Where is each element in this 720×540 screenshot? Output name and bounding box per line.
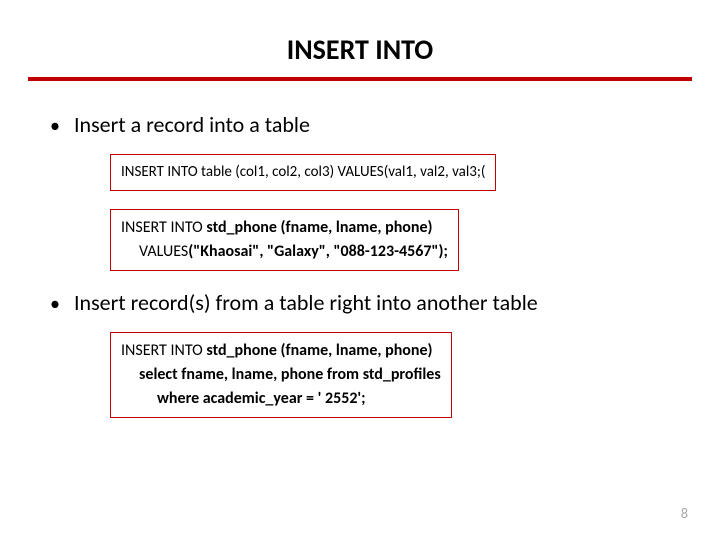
code-bold: std_phone (fname, lname, phone)	[206, 341, 432, 360]
code-text: INSERT INTO table (col1, col2, col3) VAL…	[121, 163, 485, 181]
bullet-item: • Insert a record into a table	[50, 111, 670, 138]
content-area: • Insert a record into a table INSERT IN…	[0, 81, 720, 418]
code-bold: std_phone (fname, lname, phone)	[206, 218, 432, 237]
code-keyword: INSERT INTO	[121, 341, 206, 360]
code-line: INSERT INTO std_phone (fname, lname, pho…	[121, 339, 441, 363]
code-line: where academic_year = ' 2552';	[121, 387, 441, 411]
code-keyword: VALUES	[139, 242, 188, 261]
code-keyword: INSERT INTO	[121, 218, 206, 237]
code-line: VALUES("Khaosai", "Galaxy", "088-123-456…	[121, 240, 448, 264]
bullet-text: Insert a record into a table	[74, 111, 310, 138]
page-number: 8	[681, 505, 688, 522]
bullet-text: Insert record(s) from a table right into…	[74, 289, 538, 316]
code-box-example-select: INSERT INTO std_phone (fname, lname, pho…	[110, 332, 452, 418]
code-line: select fname, lname, phone from std_prof…	[121, 363, 441, 387]
code-box-syntax: INSERT INTO table (col1, col2, col3) VAL…	[110, 154, 496, 191]
code-line: INSERT INTO std_phone (fname, lname, pho…	[121, 216, 448, 240]
code-box-example-insert: INSERT INTO std_phone (fname, lname, pho…	[110, 209, 459, 271]
bullet-marker: •	[50, 294, 60, 314]
bullet-marker: •	[50, 116, 60, 136]
slide-container: INSERT INTO • Insert a record into a tab…	[0, 0, 720, 540]
code-bold: ("Khaosai", "Galaxy", "088-123-4567");	[188, 242, 448, 261]
bullet-item: • Insert record(s) from a table right in…	[50, 289, 670, 316]
slide-title: INSERT INTO	[0, 0, 720, 77]
